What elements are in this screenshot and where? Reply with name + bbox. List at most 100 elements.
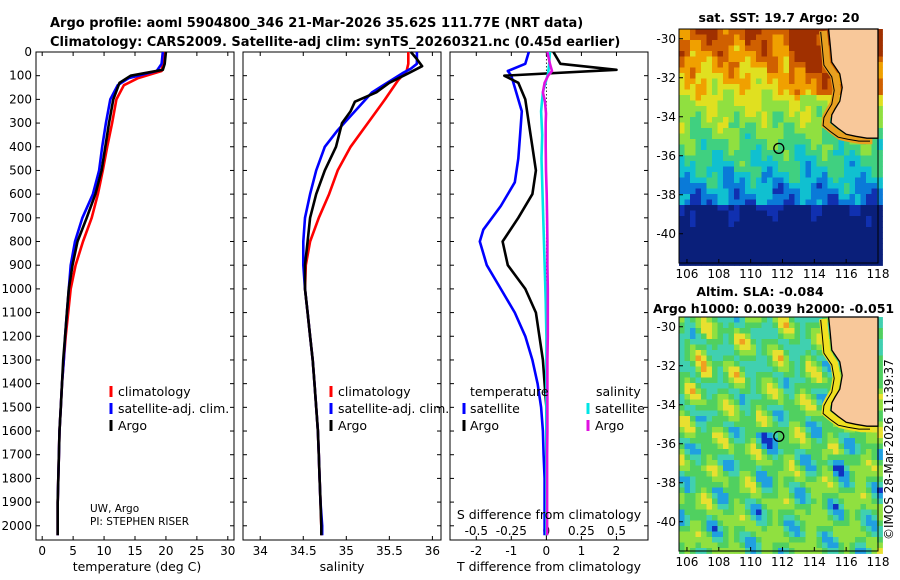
- map-cell: [745, 205, 751, 211]
- map-cell: [783, 128, 790, 134]
- map-cell: [871, 454, 878, 461]
- map-cell: [679, 106, 685, 112]
- map-cell: [701, 84, 707, 90]
- map-cell: [827, 161, 834, 167]
- map-cell: [827, 487, 834, 494]
- map-cell: [783, 537, 790, 543]
- map-cell: [772, 328, 779, 334]
- map-cell: [756, 531, 762, 538]
- map-cell: [794, 56, 801, 63]
- map-cell: [695, 144, 702, 151]
- map-cell: [739, 410, 746, 417]
- map-cell: [706, 432, 713, 439]
- map-cell: [772, 355, 779, 362]
- map-cell: [679, 67, 685, 74]
- map-cell: [717, 161, 724, 167]
- map-cell: [805, 89, 812, 96]
- map-cell: [800, 526, 806, 532]
- map-cell: [756, 122, 762, 129]
- map-cell: [679, 454, 685, 461]
- map-cell: [855, 498, 861, 505]
- map-cell: [800, 210, 806, 217]
- map-cell: [745, 106, 751, 112]
- map-cell: [866, 232, 872, 239]
- map-cell: [783, 183, 790, 189]
- map-cell: [871, 172, 878, 178]
- map-cell: [772, 432, 779, 439]
- map-cell: [877, 260, 883, 266]
- map-cell: [778, 410, 784, 417]
- map-cell: [679, 128, 685, 134]
- map-cell: [877, 443, 883, 450]
- map-cell: [679, 232, 685, 239]
- map-cell: [723, 73, 729, 79]
- map-cell: [871, 155, 878, 162]
- map-cell: [712, 232, 718, 239]
- map-cell: [866, 161, 872, 167]
- map-cell: [750, 487, 757, 494]
- map-cell: [734, 432, 740, 439]
- map-cell: [778, 177, 784, 184]
- map-cell: [712, 221, 718, 228]
- map-cell: [761, 366, 768, 373]
- map-cell: [855, 177, 861, 184]
- map-cell: [761, 399, 768, 406]
- map-cell: [739, 537, 746, 543]
- map-cell: [706, 221, 713, 228]
- map-cell: [739, 199, 746, 206]
- map-cell: [772, 383, 779, 389]
- map-cell: [690, 67, 696, 74]
- map-cell: [800, 399, 806, 406]
- map-cell: [816, 526, 823, 532]
- map-cell: [684, 471, 691, 477]
- x-tick-label: 118: [867, 267, 890, 281]
- map-cell: [805, 177, 812, 184]
- map-cell: [789, 172, 795, 178]
- map-cell: [805, 84, 812, 90]
- map-cell: [728, 144, 735, 151]
- map-cell: [728, 122, 735, 129]
- map-cell: [783, 166, 790, 173]
- series-line-argo: [56, 51, 168, 536]
- map-cell: [827, 243, 834, 250]
- map-cell: [723, 51, 729, 57]
- map-cell: [695, 45, 702, 52]
- map-cell: [695, 350, 702, 356]
- map-cell: [811, 520, 817, 527]
- map-cell: [833, 526, 839, 532]
- map-cell: [794, 366, 801, 373]
- map-cell: [734, 254, 740, 261]
- y-tick-label: -34: [656, 110, 676, 124]
- map-cell: [855, 249, 861, 255]
- map-cell: [794, 34, 801, 41]
- map-cell: [772, 73, 779, 79]
- map-cell: [778, 166, 784, 173]
- map-cell: [756, 84, 762, 90]
- map-cell: [822, 361, 828, 367]
- map-cell: [838, 227, 845, 233]
- map-cell: [866, 487, 872, 494]
- map-cell: [822, 394, 828, 400]
- map-cell: [701, 372, 707, 378]
- map-cell: [827, 377, 834, 384]
- map-cell: [827, 493, 834, 499]
- map-cell: [690, 221, 696, 228]
- map-cell: [695, 449, 702, 455]
- map-cell: [684, 372, 691, 378]
- map-cell: [827, 221, 834, 228]
- map-cell: [701, 333, 707, 340]
- map-cell: [739, 62, 746, 68]
- map-cell: [734, 199, 740, 206]
- map-cell: [695, 542, 702, 549]
- map-cell: [849, 438, 856, 444]
- sst-map-title: sat. SST: 19.7 Argo: 20: [699, 10, 860, 25]
- map-cell: [772, 372, 779, 378]
- map-cell: [750, 227, 757, 233]
- map-cell: [877, 177, 883, 184]
- map-cell: [739, 139, 746, 145]
- map-cell: [811, 117, 817, 123]
- map-cell: [789, 210, 795, 217]
- map-cell: [794, 67, 801, 74]
- map-cell: [717, 394, 724, 400]
- map-cell: [745, 67, 751, 74]
